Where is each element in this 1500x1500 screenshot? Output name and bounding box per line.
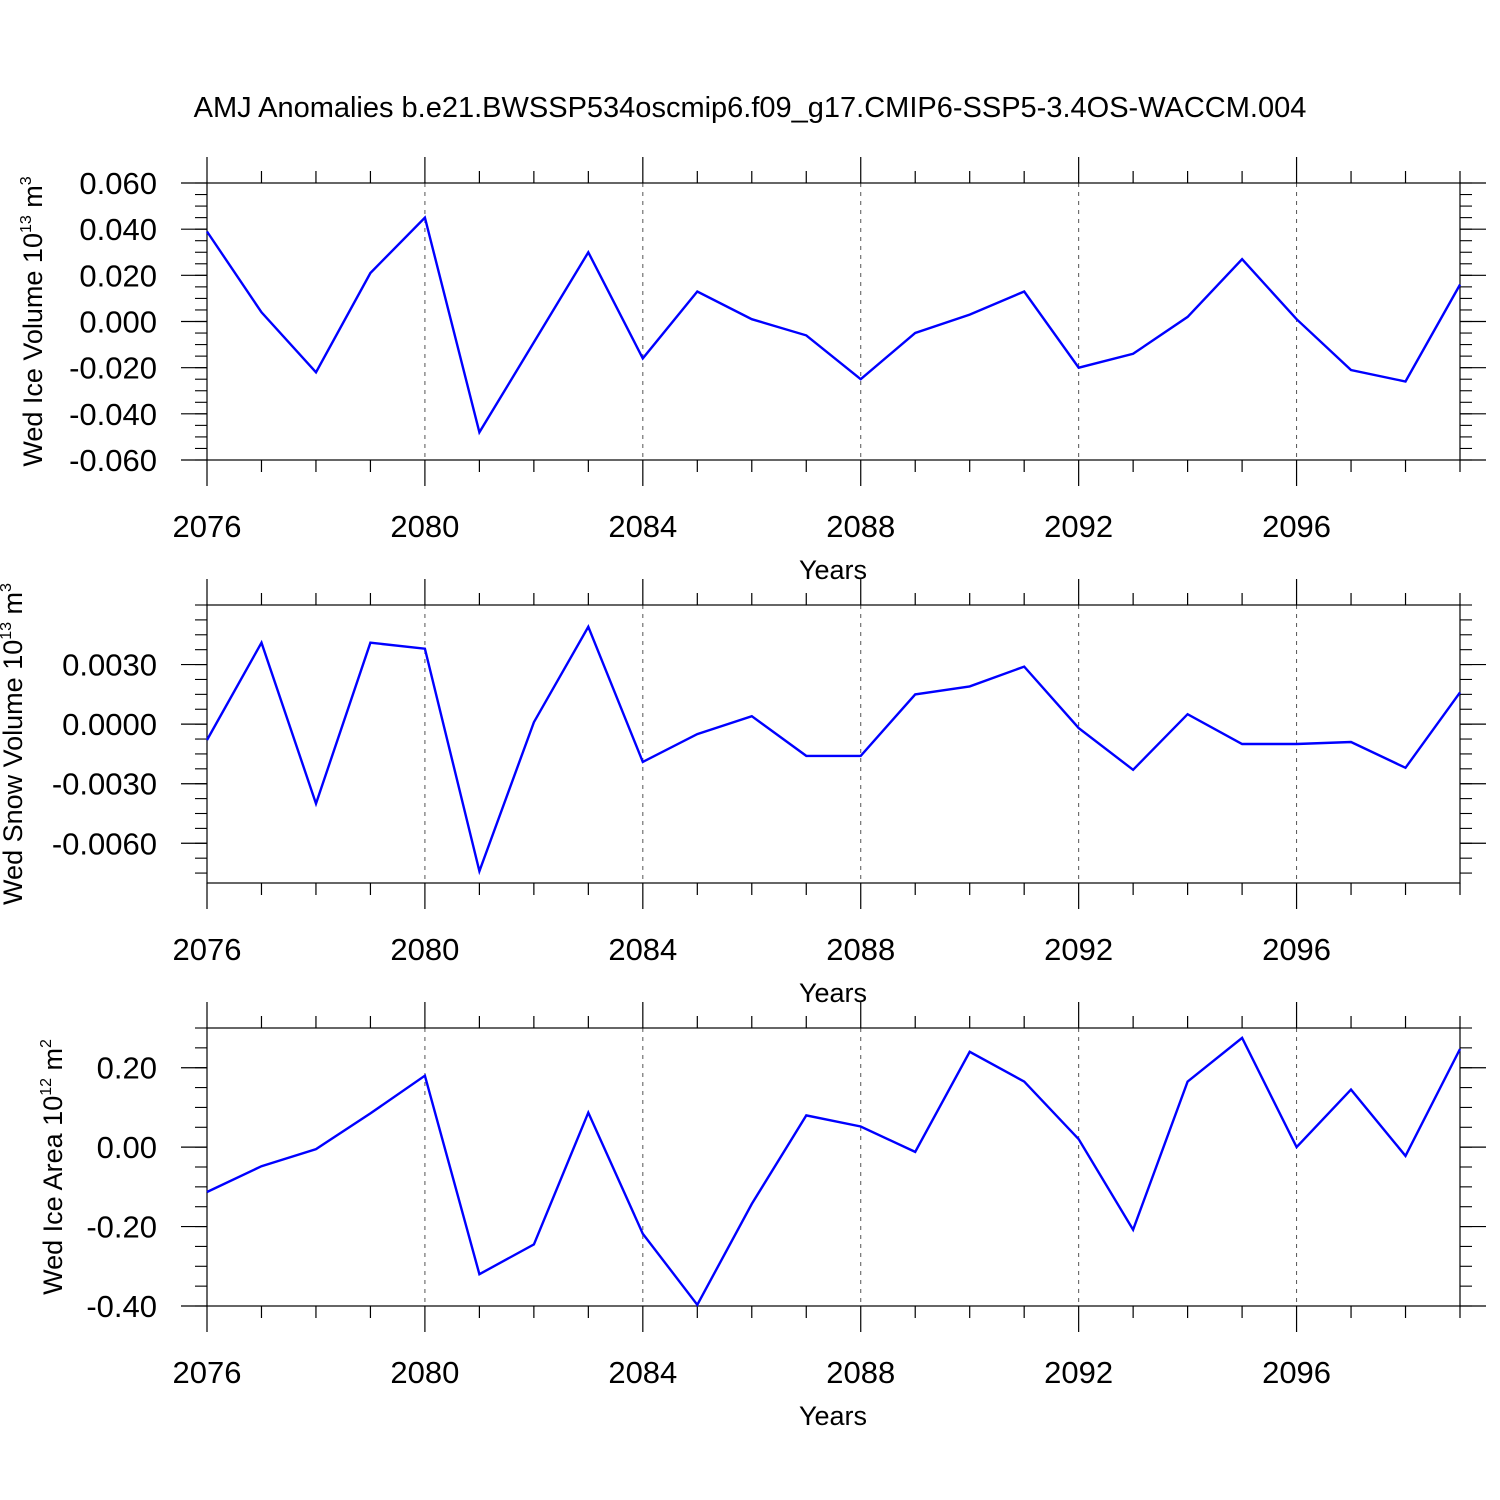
x-tick-label: 2092: [1044, 932, 1113, 967]
series-line: [206, 1036, 1462, 1308]
x-axis-label: Years: [799, 555, 867, 585]
x-axis-label: Years: [799, 978, 867, 1008]
y-tick-label: -0.40: [86, 1289, 157, 1324]
plot-frame: [206, 604, 1461, 884]
x-tick-label: 2096: [1262, 509, 1331, 544]
y-axis-label: Wed Snow Volume 1013 m3: [0, 583, 28, 905]
x-tick-label: 2080: [390, 509, 459, 544]
y-tick-label: 0.20: [97, 1051, 157, 1086]
x-tick-label: 2084: [608, 932, 677, 967]
x-axis-label: Years: [799, 1401, 867, 1431]
y-tick-label: -0.040: [69, 397, 157, 432]
series-line: [206, 215, 1462, 436]
panel-ice-area: 2076 2080 2084 2088 2092 2096 Years 0.20 0.00 -0.…: [38, 1002, 1486, 1431]
x-tick-label: 2088: [826, 509, 895, 544]
y-tick-label: -0.020: [69, 351, 157, 386]
plot-frame: [206, 182, 1461, 461]
y-tick-label: 0.000: [79, 305, 157, 340]
series-line: [205, 624, 1461, 876]
y-axis-label: Wed Ice Volume 1013 m3: [18, 176, 48, 466]
x-tick-label: 2080: [390, 1355, 459, 1390]
figure-title: AMJ Anomalies b.e21.BWSSP534oscmip6.f09_…: [193, 92, 1307, 124]
x-tick-label: 2096: [1262, 1355, 1331, 1390]
x-tick-label: 2084: [608, 1355, 677, 1390]
y-tick-label: 0.0030: [62, 648, 157, 683]
x-tick-label: 2096: [1262, 932, 1331, 967]
y-tick-label: 0.060: [79, 166, 157, 201]
x-tick-label: 2084: [608, 509, 677, 544]
y-tick-label: -0.20: [86, 1210, 157, 1245]
y-tick-label: -0.0060: [52, 826, 157, 861]
x-tick-label: 2080: [390, 932, 459, 967]
plot-frame: [206, 1027, 1461, 1307]
x-tick-label: 2088: [826, 932, 895, 967]
y-tick-label: 0.040: [79, 212, 157, 247]
y-tick-label: 0.0000: [62, 707, 157, 742]
x-tick-label: 2076: [173, 509, 242, 544]
x-tick-label: 2076: [173, 932, 242, 967]
y-tick-label: 0.020: [79, 258, 157, 293]
y-tick-label: -0.060: [69, 443, 157, 478]
y-axis-label: Wed Ice Area 1012 m2: [38, 1039, 68, 1295]
x-tick-label: 2076: [173, 1355, 242, 1390]
x-tick-label: 2092: [1044, 509, 1113, 544]
y-tick-label: -0.0030: [52, 767, 157, 802]
x-tick-label: 2092: [1044, 1355, 1113, 1390]
panel-ice-volume: 2076 2080 2084 2088 2092 2096 Years 0.060 0.040 0…: [18, 157, 1486, 585]
panel-snow-volume: 2076 2080 2084 2088 2092 2096 Years 0.0030 0.000…: [0, 579, 1486, 1008]
x-tick-label: 2088: [826, 1355, 895, 1390]
y-tick-label: 0.00: [97, 1130, 157, 1165]
